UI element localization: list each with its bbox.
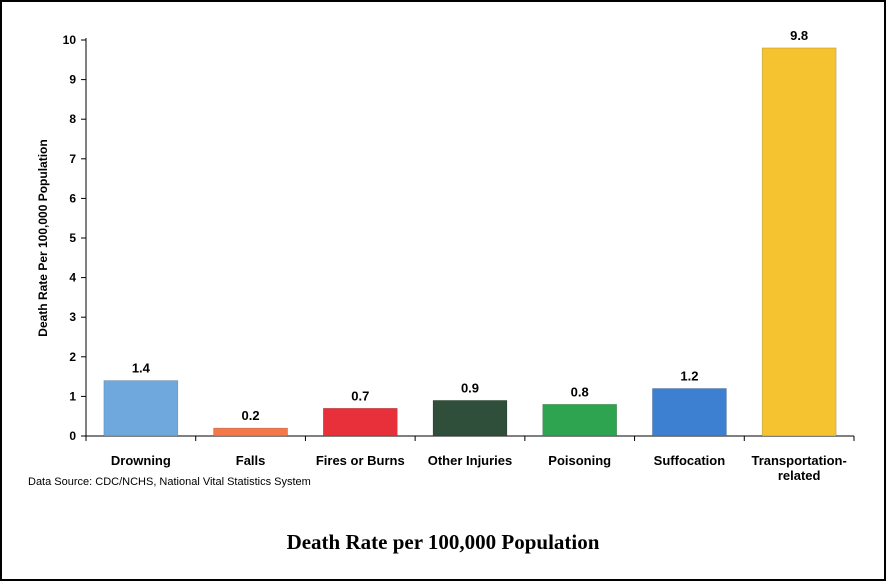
y-tick-label: 3 <box>69 310 76 324</box>
x-tick-label: Transportation- <box>751 453 846 468</box>
data-label: 9.8 <box>790 28 808 43</box>
y-tick-label: 4 <box>69 271 76 285</box>
x-tick-label: Poisoning <box>548 453 611 468</box>
bar-other-injuries <box>432 400 508 437</box>
bar-transportation-related <box>761 47 837 437</box>
bar-fires-or-burns <box>322 407 398 437</box>
y-tick-label: 10 <box>63 33 77 47</box>
y-tick-label: 1 <box>69 389 76 403</box>
y-axis-title: Death Rate Per 100,000 Population <box>36 139 50 336</box>
y-tick-label: 5 <box>69 231 76 245</box>
y-tick-label: 7 <box>69 152 76 166</box>
x-tick-label: Drowning <box>111 453 171 468</box>
x-tick-label: Fires or Burns <box>316 453 405 468</box>
data-label: 0.7 <box>351 388 369 403</box>
y-tick-label: 0 <box>69 429 76 443</box>
bar-poisoning <box>542 404 618 437</box>
bar-suffocation <box>652 388 727 437</box>
y-tick-label: 2 <box>69 350 76 364</box>
figure-caption: Death Rate per 100,000 Population <box>286 530 600 554</box>
data-source-note: Data Source: CDC/NCHS, National Vital St… <box>28 476 311 488</box>
x-tick-label: Other Injuries <box>428 453 513 468</box>
y-tick-label: 9 <box>69 73 76 87</box>
bar-drowning <box>103 380 179 437</box>
x-tick-label: related <box>778 468 821 483</box>
data-label: 0.8 <box>571 384 589 399</box>
y-tick-label: 8 <box>69 112 76 126</box>
data-label: 1.4 <box>132 361 151 376</box>
data-label: 0.9 <box>461 380 479 395</box>
x-tick-label: Suffocation <box>654 453 726 468</box>
bar-falls <box>213 427 288 437</box>
data-label: 0.2 <box>242 408 260 423</box>
y-tick-label: 6 <box>69 191 76 205</box>
data-label: 1.2 <box>680 368 698 383</box>
x-tick-label: Falls <box>236 453 266 468</box>
